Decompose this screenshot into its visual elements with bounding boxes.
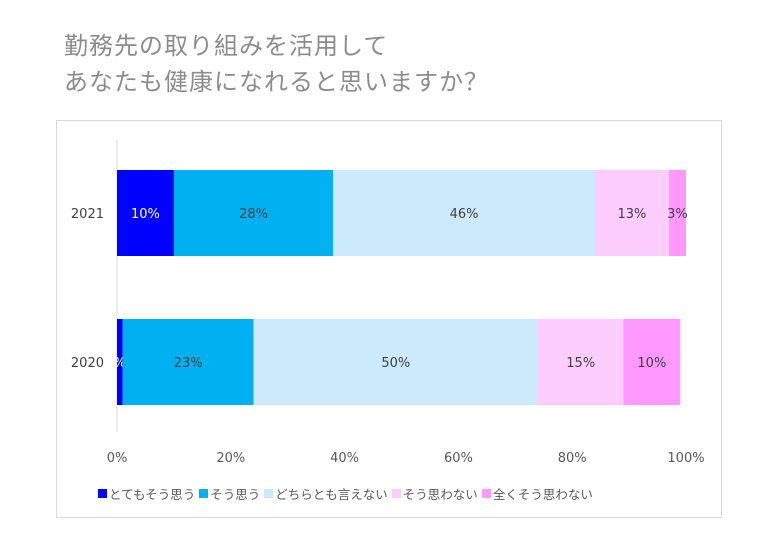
legend-label: とてもそう思う (109, 486, 196, 502)
bar-segment (623, 319, 681, 405)
data-label: 28% (239, 207, 268, 222)
bar-segment (253, 319, 539, 405)
bar-segment (117, 319, 123, 405)
chart-title-line2: あなたも健康になれると思いますか？ (64, 68, 489, 96)
x-tick-label: 80% (558, 451, 587, 466)
bar-segment (122, 319, 254, 405)
legend-item: そう思う (199, 484, 260, 503)
chart-title-line1: 勤務先の取り組みを活用して (64, 32, 389, 60)
chart-legend: とてもそう思う そう思う どちらとも言えない そう思わない 全くそう思わない (98, 484, 718, 502)
x-tick-label: 20% (216, 451, 245, 466)
x-tick-label: 60% (444, 451, 473, 466)
data-label: 3% (667, 207, 688, 222)
chart-frame (56, 120, 722, 518)
bar-segment (173, 170, 334, 256)
x-tick-label: 40% (330, 451, 359, 466)
legend-item: とてもそう思う (98, 484, 195, 503)
legend-swatch (264, 488, 274, 498)
legend-item: そう思わない (391, 484, 478, 503)
category-label: 2020 (71, 356, 104, 371)
x-tick-label: 100% (667, 451, 704, 466)
data-label: 15% (566, 356, 595, 371)
data-label: 10% (131, 207, 160, 222)
legend-label: どちらとも言えない (275, 486, 388, 502)
data-label: 46% (450, 207, 479, 222)
legend-swatch (199, 488, 209, 498)
legend-swatch (481, 488, 491, 498)
legend-swatch (391, 488, 401, 498)
legend-item: どちらとも言えない (264, 484, 388, 503)
category-label: 2021 (71, 207, 104, 222)
data-label: 23% (174, 356, 203, 371)
bar-segment (333, 170, 595, 256)
legend-label: そう思う (210, 486, 261, 502)
data-label: 10% (637, 356, 666, 371)
legend-label: 全くそう思わない (492, 486, 593, 502)
bar-segment (668, 170, 686, 256)
x-tick-label: 0% (107, 451, 128, 466)
legend-label: そう思わない (402, 486, 478, 502)
bar-segment (538, 319, 624, 405)
legend-swatch (98, 488, 107, 498)
bar-segment (594, 170, 669, 256)
bar-segment (117, 170, 174, 256)
legend-item: 全くそう思わない (481, 484, 593, 503)
data-label: 13% (617, 207, 646, 222)
chart-title: 勤務先の取り組みを活用して あなたも健康になれると思いますか？ (64, 28, 754, 100)
data-label: 50% (381, 356, 410, 371)
